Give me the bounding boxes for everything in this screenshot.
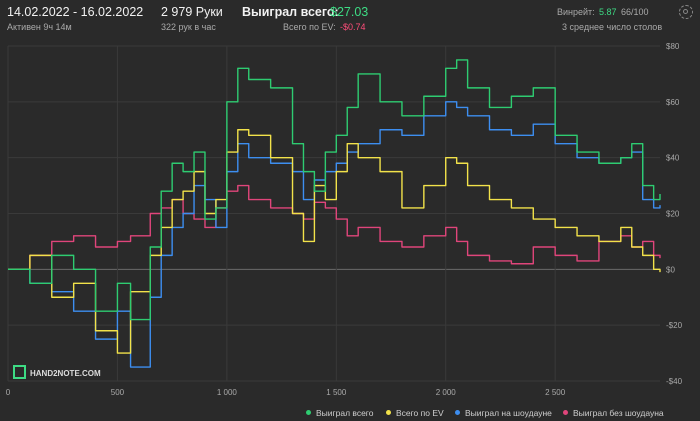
hands-per-hour: 322 рук в час: [161, 22, 216, 32]
hands-count: 2 979 Руки: [161, 5, 223, 19]
legend-label: Всего по EV: [396, 408, 444, 418]
y-tick-label: $60: [666, 98, 680, 107]
y-tick-label: -$40: [666, 377, 683, 386]
series-line-2: [8, 101, 661, 368]
legend-dot-icon: [306, 410, 311, 415]
logo-text: HAND2NOTE.COM: [30, 369, 101, 378]
y-tick-label: $40: [666, 154, 680, 163]
hand2note-logo: HAND2NOTE.COM: [13, 365, 101, 379]
legend-item-won[interactable]: Выиграл всего: [306, 408, 373, 418]
series-line-3: [8, 184, 661, 271]
x-tick-label: 500: [111, 388, 125, 397]
winrate-value: 5.87: [599, 7, 617, 17]
series-line-0: [8, 59, 661, 321]
legend-label: Выиграл без шоудауна: [573, 408, 664, 418]
winrate-label: Винрейт:: [557, 7, 595, 17]
y-tick-label: $0: [666, 265, 675, 274]
legend-dot-icon: [455, 410, 460, 415]
chart-legend: Выиграл всего Всего по EV Выиграл на шоу…: [0, 404, 700, 420]
legend-dot-icon: [386, 410, 391, 415]
avg-tables: 3 среднее число столов: [562, 22, 663, 32]
legend-label: Выиграл всего: [316, 408, 374, 418]
won-total-value: $27.03: [330, 5, 369, 19]
y-tick-label: -$20: [666, 321, 683, 330]
series-line-1: [8, 129, 661, 354]
chart-series: [8, 59, 661, 368]
winrate-rest: 66/100: [621, 7, 649, 17]
legend-item-ev[interactable]: Всего по EV: [386, 408, 444, 418]
x-tick-label: 1 500: [326, 388, 347, 397]
chart-ticks: -$40 -$20 $0 $20 $40 $60 $80 0 500 1 000 1 500 2 00…: [6, 42, 683, 397]
legend-label: Выиграл на шоудауне: [465, 408, 552, 418]
y-tick-label: $80: [666, 42, 680, 51]
x-tick-label: 2 000: [436, 388, 457, 397]
x-tick-label: 2 500: [545, 388, 566, 397]
settings-gear-icon[interactable]: [679, 5, 693, 19]
date-range: 14.02.2022 - 16.02.2022: [7, 5, 144, 19]
y-tick-label: $20: [666, 210, 680, 219]
x-tick-label: 1 000: [217, 388, 238, 397]
chart-grid: [7, 45, 660, 382]
ev-total-value: -$0.74: [340, 22, 366, 32]
won-total-label: Выиграл всего:: [242, 5, 339, 19]
x-tick-label: 0: [6, 388, 11, 397]
active-time: Активен 9ч 14м: [7, 22, 72, 32]
legend-item-showdown[interactable]: Выиграл на шоудауне: [455, 408, 552, 418]
logo-mark-icon: [13, 365, 26, 379]
stats-header: 14.02.2022 - 16.02.2022 Активен 9ч 14м 2…: [0, 0, 700, 46]
ev-total-label: Всего по EV:: [283, 22, 336, 32]
legend-item-nonshowdown[interactable]: Выиграл без шоудауна: [563, 408, 664, 418]
legend-dot-icon: [563, 410, 568, 415]
